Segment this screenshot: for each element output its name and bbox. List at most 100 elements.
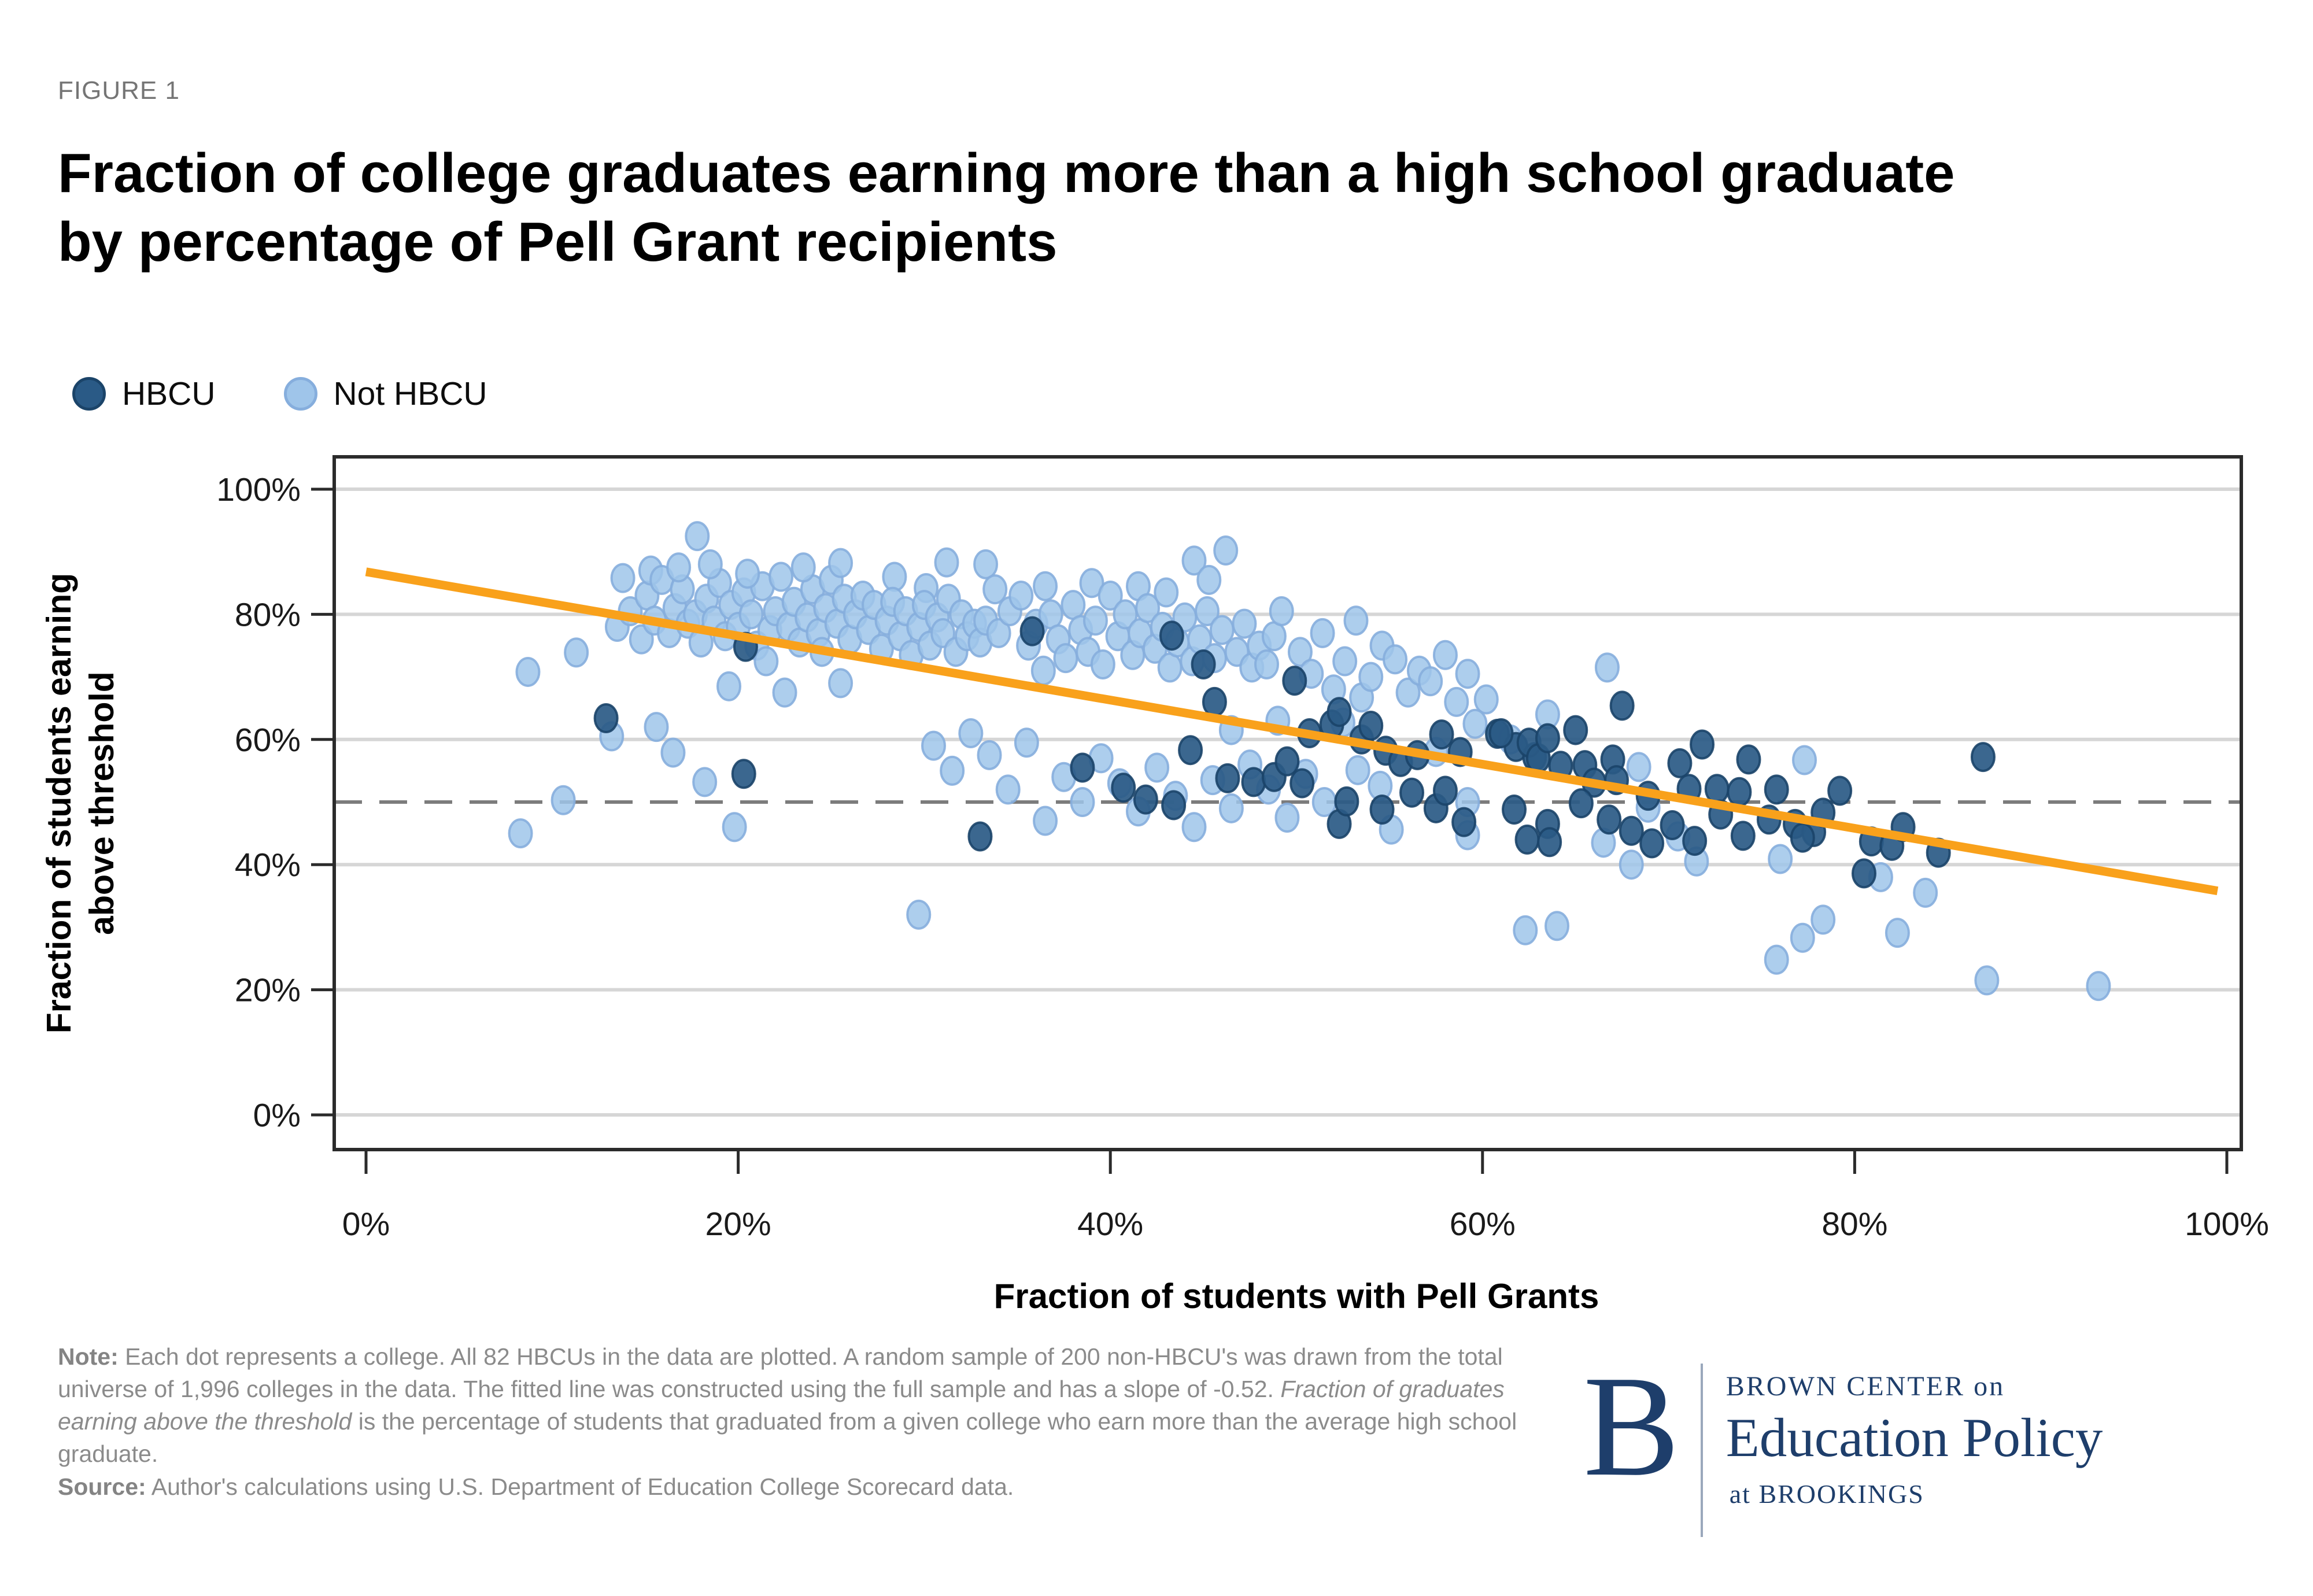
x-tick-label-60%: 60% [1450,1206,1516,1243]
data-point [1191,649,1216,679]
logo-education-policy: Education Policy [1725,1407,2103,1468]
logo-at-brookings: at BROOKINGS [1729,1479,1924,1509]
data-point [1282,666,1307,696]
data-point [1455,659,1480,689]
data-point [1327,697,1352,727]
data-point [738,599,764,630]
data-point [1061,590,1086,620]
data-point [1609,690,1635,721]
data-point [790,552,816,583]
data-point [772,677,797,708]
data-point [995,774,1021,805]
y-axis-title-line2: above threshold [83,671,121,935]
data-point [1736,744,1761,775]
y-tick-label-40%: 40% [235,847,301,884]
data-point [1704,774,1730,804]
data-point [1033,806,1058,836]
x-tick-label-100%: 100% [2185,1206,2269,1243]
y-tick-label-80%: 80% [235,596,301,633]
y-tick-label-60%: 60% [235,722,301,759]
data-point [1395,677,1421,708]
chart-legend: HBCU Not HBCU [72,375,556,413]
data-point [1274,746,1300,777]
data-point [1792,745,1817,775]
data-point [1432,640,1458,670]
not-hbcu-dot-icon [283,377,317,411]
data-point [1473,684,1499,715]
legend-label-hbcu: HBCU [122,375,216,412]
data-point [1563,715,1588,745]
data-point [828,548,853,578]
y-tick-label-20%: 20% [235,972,301,1009]
x-tick-label-80%: 80% [1821,1206,1887,1243]
data-point [1261,621,1287,652]
data-point [731,759,756,789]
x-tick-label-20%: 20% [705,1206,771,1243]
data-point [2086,971,2111,1002]
data-point [1358,662,1384,692]
data-point [1269,596,1294,626]
data-point [1195,596,1220,626]
data-point [550,785,576,815]
data-point [986,618,1011,648]
data-point [1851,858,1876,889]
data-point [660,737,686,768]
data-point [967,821,993,852]
data-point [1974,965,2000,996]
data-point [1682,826,1708,856]
data-point [828,668,853,699]
data-point [1241,767,1266,797]
note-italic: Fraction of graduates earning above the … [58,1376,1505,1435]
data-point [1161,790,1187,821]
data-point [1639,828,1665,859]
source-text: Author's calculations using U.S. Departm… [146,1473,1014,1500]
data-point [1429,719,1454,750]
data-point [1154,577,1179,608]
page-title-line2: by percentage of Pell Grant recipients [58,211,1058,274]
data-point [1513,915,1538,945]
data-point [1619,815,1644,846]
data-point [1181,545,1207,576]
data-point [1053,643,1078,674]
data-point [882,561,907,592]
data-point [1764,944,1789,975]
data-point [1619,849,1644,880]
x-axis-title: Fraction of students with Pell Grants [994,1277,1599,1316]
data-point [644,712,669,742]
x-tick-label-0%: 0% [342,1206,390,1243]
y-tick-label-0%: 0% [253,1097,301,1134]
data-point [1215,763,1240,793]
data-point [1181,812,1207,843]
data-point [610,563,635,593]
x-tick-label-40%: 40% [1077,1206,1143,1243]
data-point [1008,580,1034,611]
data-point [1444,686,1469,717]
data-point [1033,571,1058,601]
data-point [1885,918,1910,948]
data-point [1082,605,1108,636]
data-point [1232,608,1257,639]
data-point [1545,911,1570,941]
data-point [1358,710,1384,741]
data-point [1310,618,1335,648]
page-title: Fraction of college graduates earning mo… [58,139,2267,276]
data-point [1070,752,1095,783]
note-part2: is the percentage of students that gradu… [58,1408,1517,1468]
data-point [1488,718,1514,748]
data-point [1764,774,1789,805]
data-point [1399,777,1425,808]
data-point [1502,794,1527,825]
data-point [1913,877,1938,908]
data-point [1568,788,1594,819]
data-point [958,718,984,748]
data-point [1133,784,1158,815]
page-title-line1: Fraction of college graduates earning mo… [58,142,1955,204]
fit-line [365,567,2219,896]
data-point [934,547,959,578]
note-text: Note: Each dot represents a college. All… [58,1340,1544,1503]
data-point [973,549,999,579]
data-point [906,899,932,930]
data-point [1660,810,1685,841]
fitted-line [365,567,2219,896]
